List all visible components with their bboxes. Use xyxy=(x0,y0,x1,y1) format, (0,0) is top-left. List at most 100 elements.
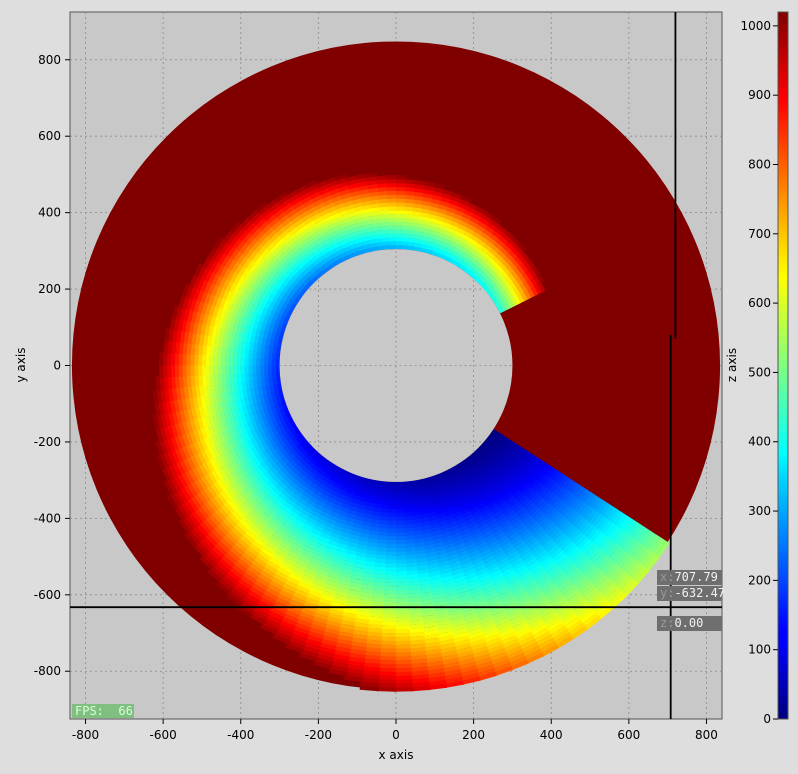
heatmap-cell xyxy=(442,189,454,197)
heatmap-cell xyxy=(337,510,348,517)
heatmap-cell xyxy=(280,254,290,265)
heatmap-cell xyxy=(324,201,336,210)
heatmap-cell xyxy=(367,490,376,496)
heatmap-cell xyxy=(470,216,481,225)
heatmap-cell xyxy=(335,257,344,265)
heatmap-cell xyxy=(556,502,569,515)
heatmap-cell xyxy=(377,527,388,533)
heatmap-cell xyxy=(288,568,303,579)
heatmap-cell xyxy=(448,616,465,625)
heatmap-cell xyxy=(273,269,282,279)
heatmap-cell xyxy=(481,494,492,503)
heatmap-cell xyxy=(369,522,380,528)
heatmap-cell xyxy=(182,408,190,422)
heatmap-cell xyxy=(407,608,422,614)
heatmap-cell xyxy=(349,641,367,648)
heatmap-cell xyxy=(272,634,291,645)
heatmap-cell xyxy=(499,504,511,514)
heatmap-cell xyxy=(300,242,311,251)
heatmap-cell xyxy=(536,552,550,565)
heatmap-cell xyxy=(338,623,355,631)
heatmap-cell xyxy=(329,489,340,497)
heatmap-cell xyxy=(459,561,473,570)
heatmap-cell xyxy=(248,249,258,261)
heatmap-cell xyxy=(394,586,408,591)
heatmap-cell xyxy=(364,643,382,649)
heatmap-cell xyxy=(575,502,588,516)
heatmap-cell xyxy=(443,489,453,497)
heatmap-cell xyxy=(233,224,245,237)
heatmap-cell xyxy=(281,300,289,310)
heatmap-cell xyxy=(331,653,350,661)
heatmap-cell xyxy=(266,241,277,252)
heatmap-cell xyxy=(206,313,213,326)
heatmap-cell xyxy=(567,594,585,609)
heatmap-cell xyxy=(521,485,532,496)
heatmap-cell xyxy=(250,292,259,303)
heatmap-cell xyxy=(518,573,534,585)
heatmap-cell xyxy=(394,617,410,622)
heatmap-cell xyxy=(575,536,590,551)
heatmap-cell xyxy=(396,182,407,188)
heatmap-cell xyxy=(376,183,388,188)
heatmap-cell xyxy=(200,323,207,336)
heatmap-cell xyxy=(217,252,228,265)
heatmap-cell xyxy=(416,576,430,582)
heatmap-cell xyxy=(464,623,482,633)
heatmap-cell xyxy=(483,458,493,468)
heatmap-cell xyxy=(344,675,364,683)
heatmap-cell xyxy=(523,557,538,569)
heatmap-cell xyxy=(499,269,509,279)
heatmap-cell xyxy=(436,516,447,524)
heatmap-cell xyxy=(276,592,292,604)
heatmap-cell xyxy=(250,418,258,429)
heatmap-cell xyxy=(417,506,427,512)
heatmap-cell xyxy=(404,190,416,196)
heatmap-cell xyxy=(341,255,350,262)
heatmap-cell xyxy=(403,527,414,533)
heatmap-cell xyxy=(437,638,455,646)
heatmap-cell xyxy=(611,529,626,546)
heatmap-cell xyxy=(272,451,282,461)
heatmap-cell xyxy=(260,235,271,246)
heatmap-cell xyxy=(435,488,445,496)
heatmap-cell xyxy=(415,564,429,571)
heatmap-cell xyxy=(396,233,404,238)
heatmap-cell xyxy=(201,354,207,366)
heatmap-cell xyxy=(320,267,329,275)
heatmap-cell xyxy=(163,480,175,496)
heatmap-cell xyxy=(449,503,460,511)
heatmap-cell xyxy=(312,268,321,277)
heatmap-cell xyxy=(545,508,558,521)
heatmap-cell xyxy=(232,237,244,250)
heatmap-cell xyxy=(578,539,593,554)
heatmap-cell xyxy=(343,200,354,207)
heatmap-cell xyxy=(393,663,412,669)
heatmap-cell xyxy=(236,322,243,333)
heatmap-cell xyxy=(214,335,220,347)
heatmap-cell xyxy=(596,536,611,552)
heatmap-cell xyxy=(181,444,191,459)
heatmap-cell xyxy=(292,265,301,275)
heatmap-cell xyxy=(467,237,478,246)
heatmap-cell xyxy=(256,599,273,612)
heatmap-cell xyxy=(243,440,252,451)
heatmap-cell xyxy=(508,250,518,260)
heatmap-cell xyxy=(484,225,496,235)
heatmap-cell xyxy=(541,612,559,626)
heatmap-cell xyxy=(186,342,192,355)
heatmap-cell xyxy=(581,542,596,557)
heatmap-cell xyxy=(517,447,527,458)
heatmap-cell xyxy=(159,351,164,366)
heatmap-cell xyxy=(513,454,522,465)
heatmap-cell xyxy=(247,469,258,481)
heatmap-cell xyxy=(252,264,262,275)
heatmap-cell xyxy=(363,654,381,661)
heatmap-cell xyxy=(216,492,228,505)
heatmap-cell xyxy=(336,578,350,586)
heatmap-cell xyxy=(447,524,459,533)
heatmap-cell xyxy=(264,398,271,408)
heatmap-cell xyxy=(202,553,217,568)
heatmap-cell xyxy=(556,579,572,593)
